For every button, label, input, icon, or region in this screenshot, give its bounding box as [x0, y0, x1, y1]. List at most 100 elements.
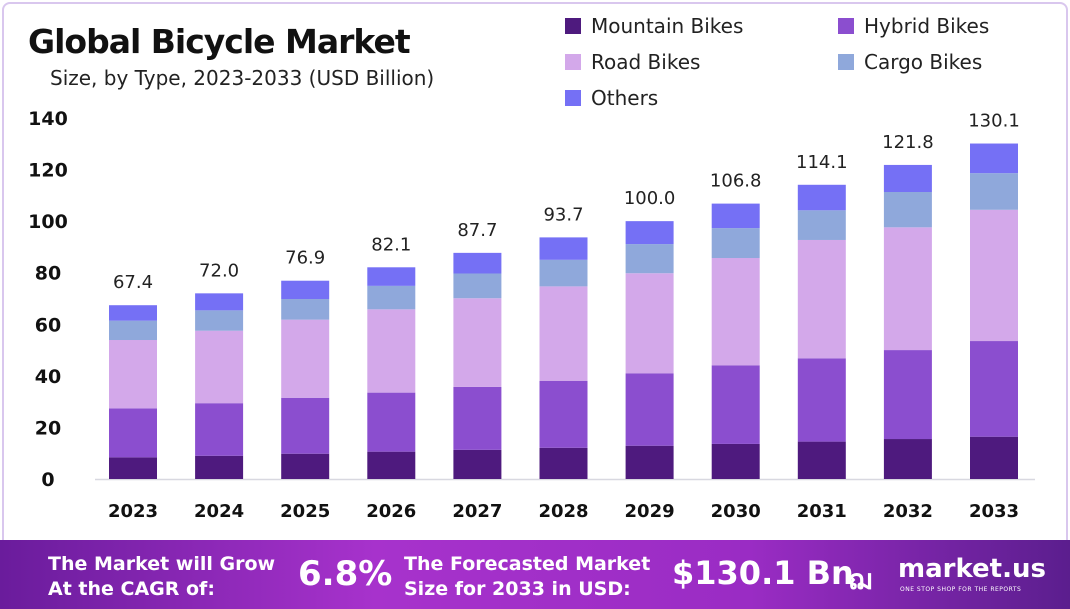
legend-label: Road Bikes [591, 50, 701, 74]
legend-label: Cargo Bikes [864, 50, 983, 74]
bar-chart: 0 20 40 60 80 100 120 140 67.4 2023 72.0 2024 76.9 20… [28, 108, 1035, 522]
bar-segment-mountain-bikes [797, 441, 846, 479]
bar-segment-road-bikes [453, 298, 502, 387]
bar-segment-cargo-bikes [367, 285, 416, 310]
bar-segment-others [625, 221, 674, 245]
bar-segment-hybrid-bikes [625, 373, 674, 446]
legend-label: Hybrid Bikes [864, 14, 990, 38]
cagr-label-line2: At the CAGR of: [48, 578, 215, 600]
x-tick-label: 2028 [538, 501, 588, 522]
legend-label: Mountain Bikes [591, 14, 744, 38]
bar-segment-others [453, 252, 502, 274]
brand-name: market.us [898, 554, 1046, 584]
legend-swatch [838, 54, 854, 70]
bar-segment-hybrid-bikes [195, 403, 244, 456]
bar-segment-road-bikes [195, 330, 244, 404]
market-us-logo-icon: ฌ [848, 563, 872, 596]
bar-segment-mountain-bikes [281, 453, 330, 479]
legend-item-others: Others [565, 86, 658, 110]
bar-segment-cargo-bikes [281, 299, 330, 320]
bar-segment-road-bikes [625, 273, 674, 374]
legend-label: Others [591, 86, 659, 110]
bar-segment-hybrid-bikes [109, 408, 157, 458]
bar-segment-others [711, 203, 760, 229]
bar-segment-others [970, 143, 1018, 174]
brand-tagline: ONE STOP SHOP FOR THE REPORTS [900, 586, 1022, 593]
bar-segment-hybrid-bikes [281, 397, 330, 454]
x-tick-label: 2027 [452, 501, 502, 522]
chart-title: Global Bicycle Market [28, 22, 411, 61]
total-label: 130.1 [968, 111, 1020, 132]
legend-item-mountain: Mountain Bikes [565, 14, 743, 38]
bar-segment-hybrid-bikes [711, 365, 760, 444]
bar-segment-others [539, 237, 588, 260]
forecast-label-line2: Size for 2033 in USD: [404, 578, 631, 600]
legend-item-hybrid: Hybrid Bikes [838, 14, 989, 38]
bar-segment-others [281, 280, 330, 300]
bar-segment-hybrid-bikes [883, 350, 932, 440]
bar-segment-others [109, 305, 157, 321]
bar-segment-cargo-bikes [970, 173, 1018, 210]
summary-banner: The Market will Grow At the CAGR of: 6.8%… [0, 540, 1070, 609]
bar-segment-others [195, 293, 244, 311]
bar-segment-others [367, 267, 416, 286]
total-label: 82.1 [371, 234, 411, 255]
x-tick-label: 2029 [625, 501, 675, 522]
bar-segment-mountain-bikes [711, 443, 760, 479]
bar-segment-mountain-bikes [453, 449, 502, 479]
total-label: 67.4 [113, 272, 153, 293]
bar-segment-hybrid-bikes [539, 380, 588, 448]
bar-segment-mountain-bikes [970, 436, 1018, 479]
legend-item-cargo: Cargo Bikes [838, 50, 982, 74]
cagr-label-line1: The Market will Grow [48, 553, 276, 575]
forecast-label-line1: The Forecasted Market [404, 553, 651, 575]
y-tick-label: 0 [41, 469, 54, 491]
bar-segment-others [883, 164, 932, 193]
bar-segment-mountain-bikes [625, 445, 674, 479]
bar-segment-cargo-bikes [195, 310, 244, 331]
bar-segment-mountain-bikes [883, 439, 932, 479]
bar-segment-road-bikes [970, 209, 1018, 342]
total-label: 106.8 [710, 171, 762, 192]
bar-segment-cargo-bikes [797, 210, 846, 240]
x-tick-label: 2033 [969, 501, 1019, 522]
bar-segment-road-bikes [539, 286, 588, 381]
forecast-label: The Forecasted Market Size for 2033 in US… [404, 552, 650, 602]
cagr-label: The Market will Grow At the CAGR of: [48, 552, 275, 602]
y-tick-label: 60 [35, 314, 61, 336]
y-tick-label: 100 [28, 211, 68, 233]
total-label: 72.0 [199, 260, 239, 281]
bar-segment-hybrid-bikes [970, 341, 1018, 437]
x-tick-label: 2031 [797, 501, 847, 522]
y-tick-label: 140 [28, 108, 68, 130]
bar-segment-road-bikes [281, 319, 330, 398]
bar-segment-cargo-bikes [711, 228, 760, 259]
cagr-value: 6.8% [298, 554, 393, 594]
y-tick-label: 120 [28, 160, 68, 182]
x-tick-label: 2032 [883, 501, 933, 522]
bar-segment-road-bikes [883, 227, 932, 351]
bar-segment-cargo-bikes [883, 192, 932, 228]
total-label: 76.9 [285, 248, 325, 269]
legend-item-road: Road Bikes [565, 50, 700, 74]
x-tick-label: 2023 [108, 501, 158, 522]
bar-segment-hybrid-bikes [367, 392, 416, 452]
bar-segment-hybrid-bikes [453, 386, 502, 450]
legend-swatch [565, 54, 581, 70]
y-tick-label: 20 [35, 417, 61, 439]
y-tick-label: 80 [35, 263, 61, 285]
legend-swatch [838, 18, 854, 34]
bar-segment-cargo-bikes [109, 320, 157, 341]
bar-segment-road-bikes [367, 309, 416, 393]
bar-segment-cargo-bikes [539, 259, 588, 287]
total-label: 93.7 [543, 204, 583, 225]
total-label: 114.1 [796, 152, 848, 173]
x-tick-label: 2024 [194, 501, 244, 522]
bar-segment-road-bikes [711, 258, 760, 366]
total-label: 87.7 [457, 220, 497, 241]
total-label: 100.0 [624, 188, 676, 209]
bar-segment-mountain-bikes [195, 455, 244, 479]
x-tick-label: 2030 [711, 501, 761, 522]
x-tick-label: 2026 [366, 501, 416, 522]
bar-segment-road-bikes [109, 340, 157, 409]
